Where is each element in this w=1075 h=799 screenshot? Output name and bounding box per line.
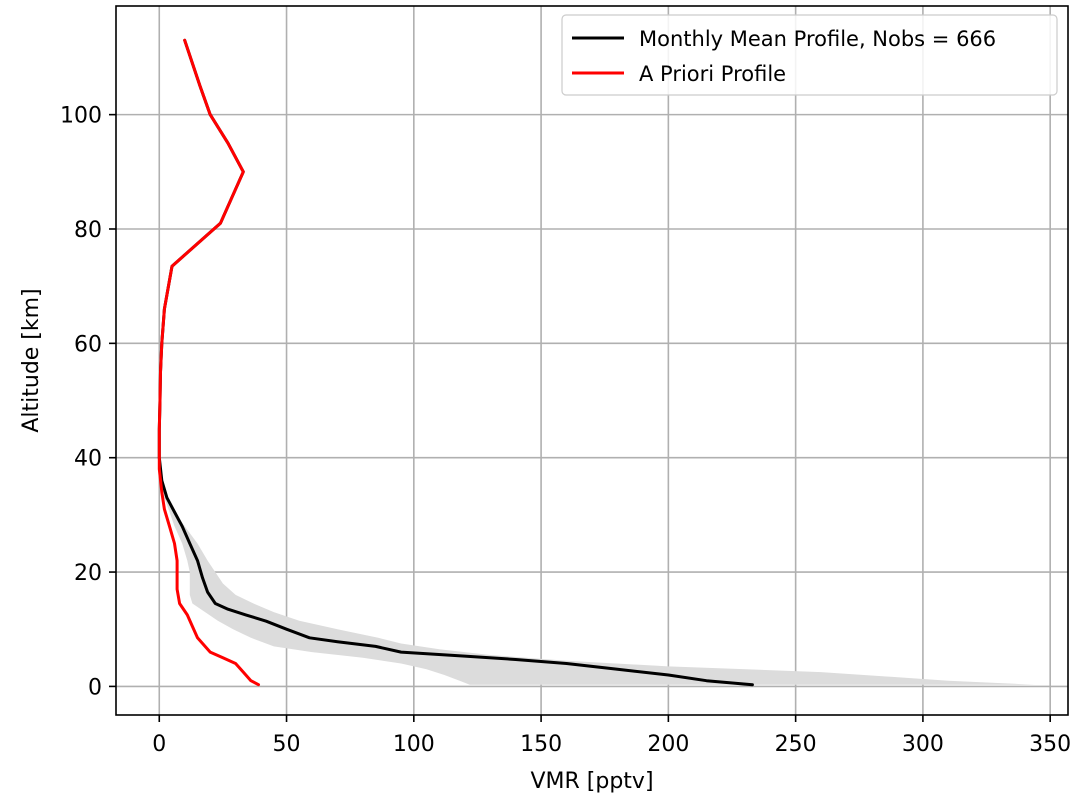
y-tick-label: 0 [88, 675, 102, 700]
y-axis-label: Altitude [km] [19, 288, 44, 432]
x-axis-label: VMR [pptv] [530, 769, 653, 794]
x-tick-label: 150 [520, 732, 562, 757]
y-tick-label: 80 [74, 218, 102, 243]
legend: Monthly Mean Profile, Nobs = 666 A Prior… [561, 14, 1058, 96]
y-tick-label: 40 [74, 447, 102, 472]
grid [116, 6, 1068, 715]
legend-label-apriori: A Priori Profile [639, 62, 786, 86]
x-tick-label: 50 [273, 732, 301, 757]
x-tick-label: 300 [902, 732, 944, 757]
y-axis-ticks: 0 20 40 60 80 100 [60, 104, 116, 700]
x-tick-label: 200 [647, 732, 689, 757]
series-line-apriori [157, 38, 260, 687]
plot-frame [115, 5, 1069, 716]
y-tick-label: 60 [74, 332, 102, 357]
x-axis-ticks: 0 50 100 150 200 250 300 350 [152, 715, 1071, 757]
legend-label-mean: Monthly Mean Profile, Nobs = 666 [639, 27, 996, 51]
x-tick-label: 350 [1029, 732, 1071, 757]
legend-box [561, 14, 1058, 96]
series-layer [157, 38, 754, 687]
x-tick-label: 250 [775, 732, 817, 757]
x-tick-label: 0 [152, 732, 166, 757]
y-tick-label: 100 [60, 104, 102, 129]
y-tick-label: 20 [74, 561, 102, 586]
x-tick-label: 100 [393, 732, 435, 757]
